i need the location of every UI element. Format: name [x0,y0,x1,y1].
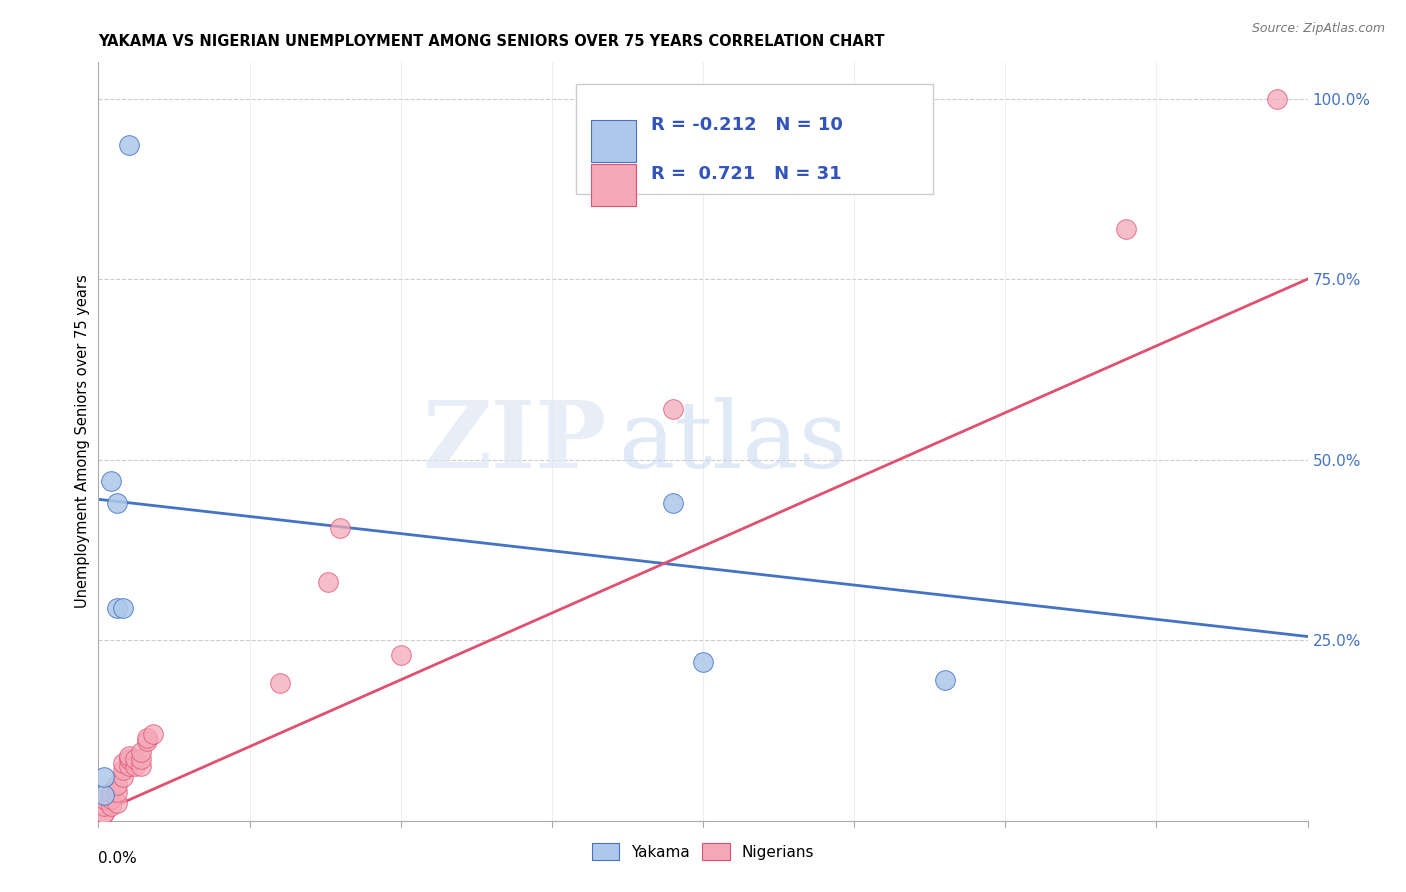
Point [129,759,152,773]
Point [93,789,115,803]
Point [100,475,122,489]
Point [129,752,152,766]
Point [105,796,128,810]
FancyBboxPatch shape [576,84,932,194]
FancyBboxPatch shape [591,120,637,161]
Point [93,799,115,814]
Text: YAKAMA VS NIGERIAN UNEMPLOYMENT AMONG SENIORS OVER 75 YEARS CORRELATION CHART: YAKAMA VS NIGERIAN UNEMPLOYMENT AMONG SE… [98,34,884,49]
Point [105,785,128,799]
Point [111,770,134,784]
Point [135,734,157,748]
Point [100,799,122,814]
Text: Source: ZipAtlas.com: Source: ZipAtlas.com [1251,22,1385,36]
Point [118,752,141,766]
Y-axis label: Unemployment Among Seniors over 75 years: Unemployment Among Seniors over 75 years [75,275,90,608]
Point [93,806,115,821]
Text: ZIP: ZIP [422,397,606,486]
Point [111,600,134,615]
Point [389,648,412,662]
Point [93,770,115,784]
Point [661,402,683,417]
Point [316,575,339,590]
Point [124,759,146,773]
Point [93,792,115,806]
Point [111,763,134,777]
Point [934,673,956,687]
Point [135,731,157,745]
Point [661,496,683,510]
Point [105,600,128,615]
Point [93,806,115,821]
Text: 0.0%: 0.0% [98,851,138,866]
Point [118,748,141,763]
Point [100,785,122,799]
Point [105,778,128,792]
Point [1115,221,1137,235]
Legend: Yakama, Nigerians: Yakama, Nigerians [585,838,821,866]
Point [692,655,714,669]
Point [118,759,141,773]
Text: atlas: atlas [619,397,848,486]
Point [105,496,128,510]
Text: R =  0.721   N = 31: R = 0.721 N = 31 [651,165,842,183]
Point [124,752,146,766]
Point [269,676,291,690]
Point [129,745,152,759]
Point [118,138,141,153]
Point [329,521,352,535]
Point [100,792,122,806]
Point [1267,91,1289,105]
FancyBboxPatch shape [591,164,637,206]
Point [111,756,134,770]
Text: R = -0.212   N = 10: R = -0.212 N = 10 [651,117,842,135]
Point [142,727,165,741]
